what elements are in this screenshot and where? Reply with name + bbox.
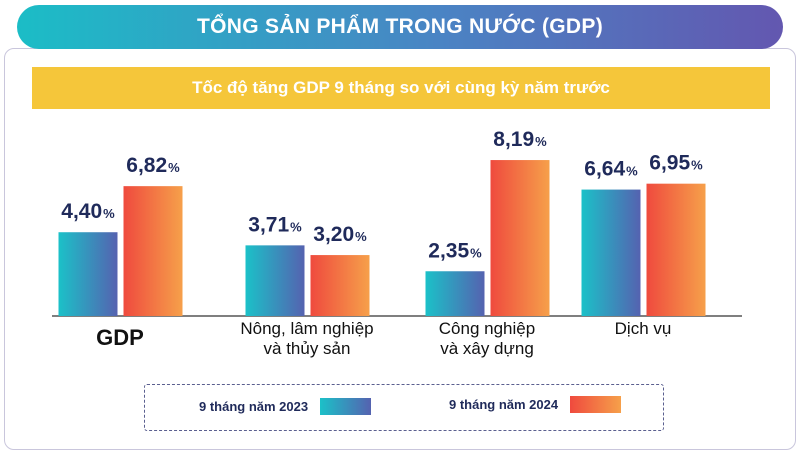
data-label-2023-cat1: 3,71%	[248, 213, 302, 236]
data-label-2024-cat3: 6,95%	[649, 152, 703, 175]
legend-item-2024: 9 tháng năm 2024	[449, 396, 622, 413]
chart-title: Tốc độ tăng GDP 9 tháng so với cùng kỳ n…	[32, 67, 770, 109]
data-label-2024-cat1: 3,20%	[313, 223, 367, 246]
bar-2024-cat3	[646, 183, 706, 316]
legend-item-2023: 9 tháng năm 2023	[199, 398, 372, 415]
bar-2023-cat2	[425, 271, 485, 316]
category-label-2: Công nghiệp và xây dựng	[439, 319, 535, 358]
data-label-2024-cat0: 6,82%	[126, 154, 180, 177]
data-label-2023-cat0: 4,40%	[61, 200, 115, 223]
data-label-2024-cat2: 8,19%	[493, 128, 547, 151]
legend: 9 tháng năm 2023 9 tháng năm 2024	[144, 384, 664, 431]
data-label-2023-cat3: 6,64%	[584, 158, 638, 181]
bar-2023-cat0	[58, 232, 118, 316]
legend-swatch-2023	[320, 398, 372, 415]
category-label-0: GDP	[96, 325, 144, 350]
category-label-3: Dịch vụ	[615, 319, 672, 338]
bar-2023-cat1	[245, 245, 305, 316]
legend-label-2024: 9 tháng năm 2024	[449, 397, 559, 412]
bar-2024-cat0	[123, 186, 183, 316]
bar-2024-cat1	[310, 255, 370, 316]
data-label-2023-cat2: 2,35%	[428, 239, 482, 262]
legend-label-2023: 9 tháng năm 2023	[199, 399, 309, 414]
legend-swatch-2024	[570, 396, 622, 413]
bar-2024-cat2	[490, 160, 550, 316]
bar-2023-cat3	[581, 189, 641, 316]
page-title: TỔNG SẢN PHẨM TRONG NƯỚC (GDP)	[17, 5, 783, 49]
category-label-1: Nông, lâm nghiệp và thủy sản	[240, 319, 373, 358]
